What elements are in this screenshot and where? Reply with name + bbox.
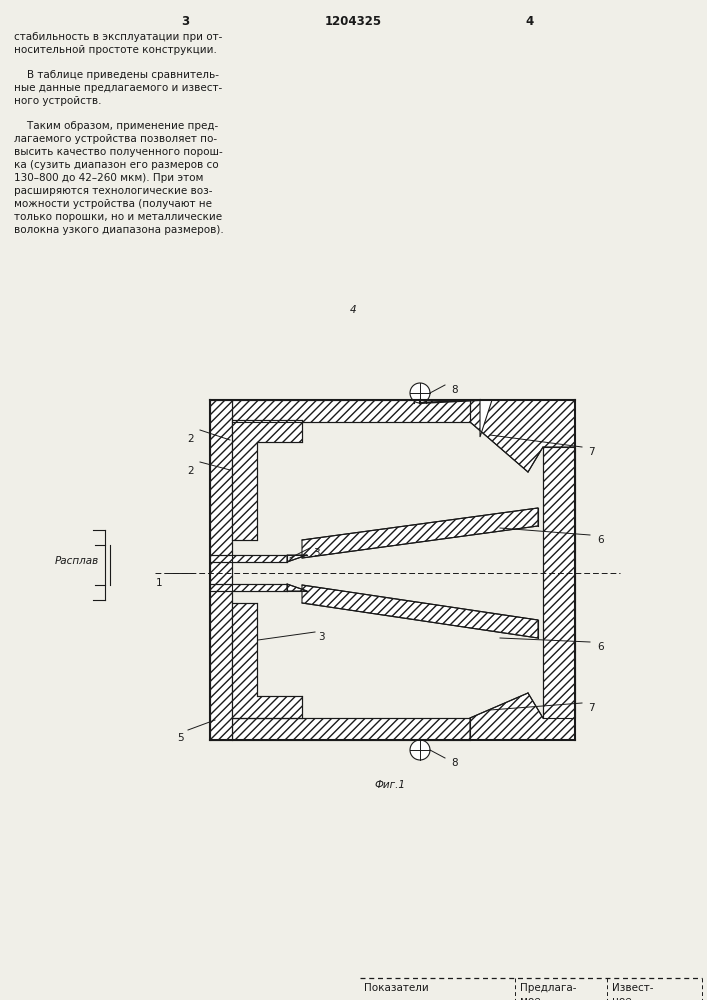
Polygon shape (287, 555, 307, 562)
Text: Фиг.1: Фиг.1 (375, 780, 406, 790)
Text: 3: 3 (312, 548, 320, 558)
Text: 5: 5 (177, 733, 183, 743)
Text: высить качество полученного порош-: высить качество полученного порош- (14, 147, 223, 157)
Text: лагаемого устройства позволяет по-: лагаемого устройства позволяет по- (14, 134, 217, 144)
Text: В таблице приведены сравнитель-: В таблице приведены сравнитель- (14, 70, 219, 80)
Polygon shape (232, 718, 470, 740)
Text: можности устройства (получают не: можности устройства (получают не (14, 199, 212, 209)
Text: ные данные предлагаемого и извест-: ные данные предлагаемого и извест- (14, 83, 222, 93)
Polygon shape (480, 400, 492, 437)
Text: стабильность в эксплуатации при от-: стабильность в эксплуатации при от- (14, 32, 223, 42)
Text: 7: 7 (588, 447, 595, 457)
Text: волокна узкого диапазона размеров).: волокна узкого диапазона размеров). (14, 225, 223, 235)
Text: Таким образом, применение пред-: Таким образом, применение пред- (14, 121, 218, 131)
Polygon shape (210, 555, 287, 562)
Text: 4: 4 (526, 15, 534, 28)
Text: 3: 3 (181, 15, 189, 28)
Text: ка (сузить диапазон его размеров со: ка (сузить диапазон его размеров со (14, 160, 218, 170)
Polygon shape (470, 400, 575, 472)
Text: Предлага-: Предлага- (520, 983, 576, 993)
Polygon shape (232, 603, 302, 718)
Polygon shape (302, 508, 538, 558)
Text: 1204325: 1204325 (325, 15, 382, 28)
Polygon shape (302, 585, 538, 638)
Text: 3: 3 (317, 632, 325, 642)
Text: 2: 2 (187, 466, 194, 476)
Text: 7: 7 (588, 703, 595, 713)
Circle shape (410, 383, 430, 403)
Text: 6: 6 (597, 642, 604, 652)
Polygon shape (470, 693, 575, 740)
Polygon shape (232, 400, 470, 422)
Text: 1: 1 (156, 578, 163, 588)
Text: ное: ное (612, 996, 631, 1000)
Circle shape (410, 740, 430, 760)
Text: мое: мое (520, 996, 541, 1000)
Text: Извест-: Извест- (612, 983, 653, 993)
Text: Расплав: Расплав (55, 556, 99, 566)
Text: 8: 8 (451, 385, 457, 395)
Text: 2: 2 (187, 434, 194, 444)
Polygon shape (210, 400, 232, 740)
Polygon shape (543, 447, 575, 718)
Polygon shape (287, 584, 307, 591)
Text: расширяются технологические воз-: расширяются технологические воз- (14, 186, 213, 196)
Text: Показатели: Показатели (364, 983, 428, 993)
Text: носительной простоте конструкции.: носительной простоте конструкции. (14, 45, 217, 55)
Polygon shape (210, 584, 287, 591)
Text: ного устройств.: ного устройств. (14, 96, 102, 106)
Text: 4: 4 (350, 305, 356, 315)
Polygon shape (232, 420, 302, 540)
Text: 6: 6 (597, 535, 604, 545)
Text: 8: 8 (451, 758, 457, 768)
Text: 130–800 до 42–260 мкм). При этом: 130–800 до 42–260 мкм). При этом (14, 173, 204, 183)
Text: только порошки, но и металлические: только порошки, но и металлические (14, 212, 222, 222)
